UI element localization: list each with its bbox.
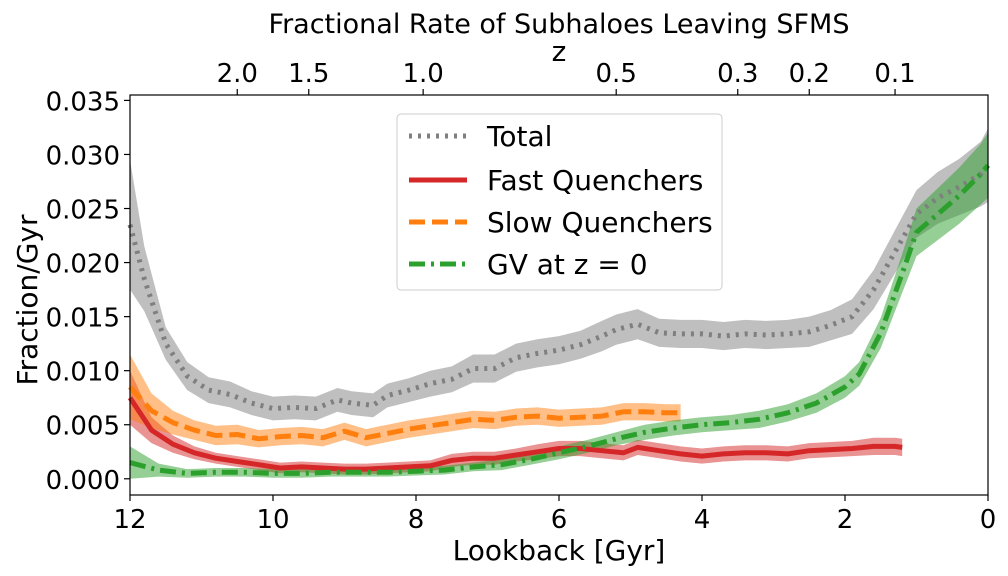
slow-quenchers-band: [130, 354, 681, 448]
fast-quenchers-band: [130, 370, 903, 475]
y-tick-label: 0.020: [46, 250, 120, 280]
y-tick-label: 0.035: [46, 87, 120, 117]
error-bands: [130, 128, 988, 479]
top-tick-label: 2.0: [217, 59, 258, 89]
legend-label-slow-quenchers: Slow Quenchers: [487, 206, 713, 239]
y-tick-label: 0.005: [46, 412, 120, 442]
top-axis: 2.0 1.5 1.0 0.5 0.3 0.2 0.1: [217, 59, 916, 95]
y-tick-label: 0.010: [46, 358, 120, 388]
top-tick-label: 0.1: [874, 59, 915, 89]
total-band: [130, 128, 988, 421]
legend-box: [396, 113, 723, 291]
x-tick-label: 8: [408, 505, 425, 535]
y-axis: 0.000 0.005 0.010 0.015 0.020 0.025 0.030 0.035: [46, 87, 130, 496]
top-tick-label: 0.5: [596, 59, 637, 89]
x-tick-label: 4: [694, 505, 711, 535]
y-axis-label: Fraction/Gyr: [11, 214, 44, 385]
x-tick-label: 10: [256, 505, 289, 535]
y-tick-label: 0.000: [46, 466, 120, 496]
legend-label-gv-at-z-0: GV at z = 0: [487, 248, 648, 281]
top-tick-label: 0.2: [789, 59, 830, 89]
gv-at-z-0-line: [129, 163, 990, 476]
x-axis: 12 10 8 6 4 2 0: [113, 495, 996, 535]
x-tick-label: 12: [113, 505, 146, 535]
chart-title: Fractional Rate of Subhaloes Leaving SFM…: [269, 9, 850, 40]
x-tick-label: 2: [837, 505, 854, 535]
legend-label-fast-quenchers: Fast Quenchers: [487, 164, 703, 197]
x-axis-label: Lookback [Gyr]: [453, 534, 666, 567]
series-lines: [127, 163, 990, 476]
top-tick-label: 0.3: [717, 59, 758, 89]
fast-quenchers-line: [127, 396, 903, 472]
x-tick-label: 6: [551, 505, 568, 535]
legend: Total Fast Quenchers Slow Quenchers GV at z…: [396, 113, 723, 291]
top-axis-label: z: [552, 35, 567, 68]
y-tick-label: 0.015: [46, 304, 120, 334]
legend-label-total: Total: [486, 120, 552, 153]
x-tick-label: 0: [980, 505, 997, 535]
y-tick-label: 0.025: [46, 196, 120, 226]
total-line: [127, 163, 990, 411]
slow-quenchers-line: [128, 385, 681, 442]
y-tick-label: 0.030: [46, 141, 120, 171]
top-tick-label: 1.5: [288, 59, 329, 89]
top-tick-label: 1.0: [402, 59, 443, 89]
